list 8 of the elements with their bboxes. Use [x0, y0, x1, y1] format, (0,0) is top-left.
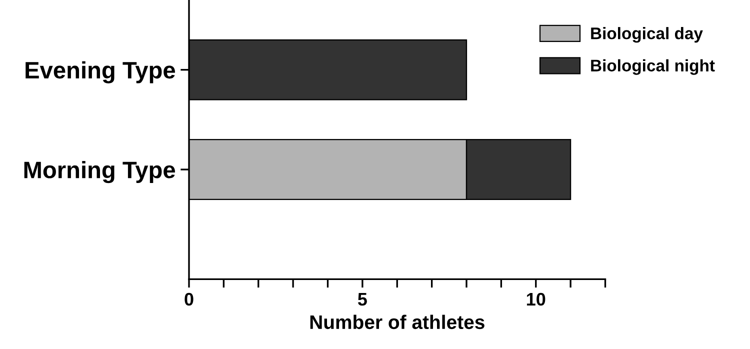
legend-label: Biological day: [591, 27, 703, 43]
y-tick-label: Morning Type: [24, 160, 176, 184]
x-axis-title: Number of athletes: [310, 314, 484, 330]
x-tick-label: 0: [184, 292, 194, 306]
y-tick-label: Evening Type: [26, 61, 176, 84]
legend-label: Biological night: [591, 59, 715, 75]
x-tick-label: 5: [358, 293, 367, 306]
x-tick-label: 10: [526, 292, 546, 306]
